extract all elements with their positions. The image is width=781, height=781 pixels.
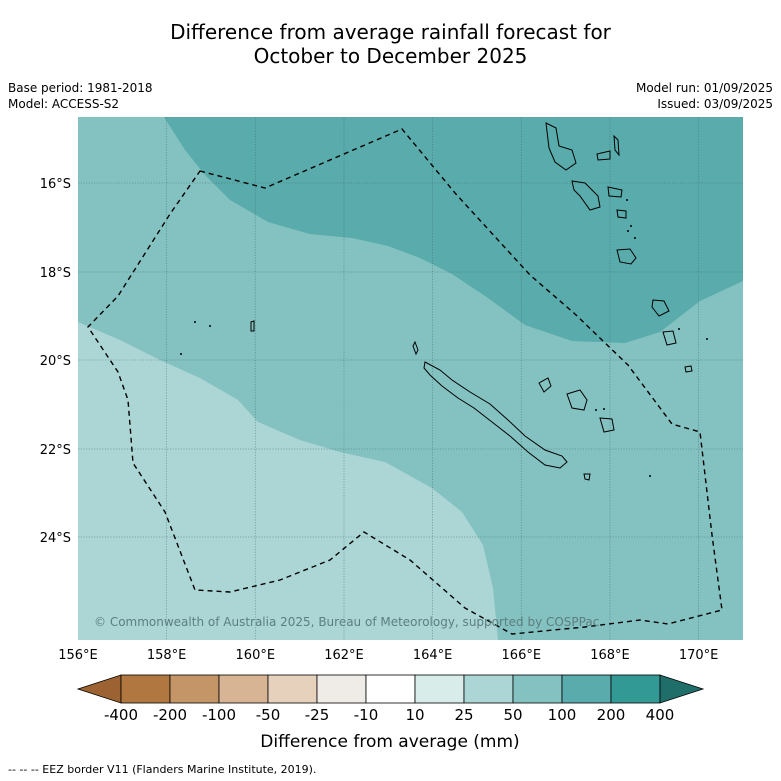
colorbar-tick-label: 25 bbox=[454, 706, 473, 724]
meta-left: Base period: 1981-2018 Model: ACCESS-S2 bbox=[8, 80, 153, 112]
colorbar-segment bbox=[414, 674, 465, 704]
zone-100-200 bbox=[164, 117, 743, 343]
colorbar-tick-label: 400 bbox=[646, 706, 675, 724]
colorbar-segment bbox=[512, 674, 563, 704]
graticule bbox=[78, 117, 743, 640]
coastlines bbox=[250, 122, 693, 481]
island-beautemps bbox=[412, 340, 419, 356]
title-line-2: October to December 2025 bbox=[253, 44, 528, 68]
model-run-text: Model run: 01/09/2025 bbox=[635, 81, 773, 95]
colorbar-title: Difference from average (mm) bbox=[260, 732, 519, 752]
longitude-labels: 156°E 158°E 160°E 162°E 164°E 166°E 168°… bbox=[58, 648, 718, 663]
colorbar-tick-label: -200 bbox=[153, 706, 187, 724]
island-malekula bbox=[571, 180, 601, 211]
lon-tick-label: 166°E bbox=[502, 648, 542, 663]
colorbar-segment bbox=[365, 674, 416, 704]
colorbar-tick-label: 10 bbox=[405, 706, 424, 724]
colorbar-segment bbox=[463, 674, 514, 704]
island-pines bbox=[583, 473, 591, 481]
lon-tick-label: 162°E bbox=[324, 648, 364, 663]
colorbar-tick-label: -100 bbox=[202, 706, 236, 724]
island-maewo bbox=[613, 134, 620, 157]
lon-tick-label: 164°E bbox=[413, 648, 453, 663]
colorbar-tick-label: -50 bbox=[256, 706, 281, 724]
colorbar-segment bbox=[169, 674, 220, 704]
colorbar-segment bbox=[561, 674, 612, 704]
map-title: Difference from average rainfall forecas… bbox=[0, 20, 781, 68]
colorbar-segment bbox=[316, 674, 367, 704]
eez-footnote: -- -- -- EEZ border V11 (Flanders Marine… bbox=[8, 763, 317, 776]
issued-text: Issued: 03/09/2025 bbox=[657, 97, 773, 111]
island-new-caledonia bbox=[423, 361, 568, 469]
island-espiritu-santo bbox=[545, 122, 577, 171]
title-line-1: Difference from average rainfall forecas… bbox=[170, 20, 611, 44]
colorbar-extend-low bbox=[76, 674, 122, 704]
colorbar-segment bbox=[610, 674, 661, 704]
island-lifou bbox=[566, 389, 588, 411]
colorbar-tick-label: 200 bbox=[597, 706, 626, 724]
colorbar-tick-label: -10 bbox=[354, 706, 379, 724]
island-chesterfield bbox=[250, 320, 255, 332]
lon-tick-label: 156°E bbox=[58, 648, 98, 663]
small-islets bbox=[180, 199, 708, 477]
island-ambrym bbox=[607, 186, 623, 198]
colorbar-segment bbox=[120, 674, 171, 704]
island-ambae bbox=[596, 150, 611, 161]
lat-tick-label: 16°S bbox=[40, 177, 71, 192]
lat-tick-label: 18°S bbox=[40, 266, 71, 281]
model-text: Model: ACCESS-S2 bbox=[8, 97, 120, 111]
lat-tick-label: 20°S bbox=[40, 354, 71, 369]
island-epi bbox=[616, 209, 627, 219]
island-tanna bbox=[662, 330, 677, 346]
credit-text: © Commonwealth of Australia 2025, Bureau… bbox=[94, 615, 599, 629]
colorbar bbox=[76, 674, 705, 704]
colorbar-segment bbox=[218, 674, 269, 704]
colorbar-labels: -400 -200 -100 -50 -25 -10 10 25 50 100 … bbox=[104, 706, 674, 724]
lon-tick-label: 170°E bbox=[679, 648, 719, 663]
eez-border bbox=[87, 128, 723, 635]
lon-tick-label: 168°E bbox=[590, 648, 630, 663]
map-area: © Commonwealth of Australia 2025, Bureau… bbox=[78, 117, 743, 640]
lon-tick-label: 158°E bbox=[147, 648, 187, 663]
colorbar-tick-label: 50 bbox=[503, 706, 522, 724]
island-ouvea bbox=[538, 377, 552, 393]
base-period-text: Base period: 1981-2018 bbox=[8, 81, 153, 95]
latitude-labels: 16°S 18°S 20°S 22°S 24°S bbox=[40, 177, 71, 546]
island-erromango bbox=[651, 299, 670, 317]
island-aneityum bbox=[684, 365, 693, 373]
colorbar-tick-label: -25 bbox=[305, 706, 330, 724]
colorbar-tick-label: -400 bbox=[104, 706, 138, 724]
colorbar-tick-label: 100 bbox=[548, 706, 577, 724]
meta-right: Model run: 01/09/2025 Issued: 03/09/2025 bbox=[636, 80, 773, 112]
island-efate bbox=[616, 248, 637, 265]
lon-tick-label: 160°E bbox=[236, 648, 276, 663]
island-mare bbox=[599, 417, 615, 433]
colorbar-extend-high bbox=[659, 674, 705, 704]
lat-tick-label: 22°S bbox=[40, 443, 71, 458]
colorbar-segment bbox=[267, 674, 318, 704]
lat-tick-label: 24°S bbox=[40, 531, 71, 546]
